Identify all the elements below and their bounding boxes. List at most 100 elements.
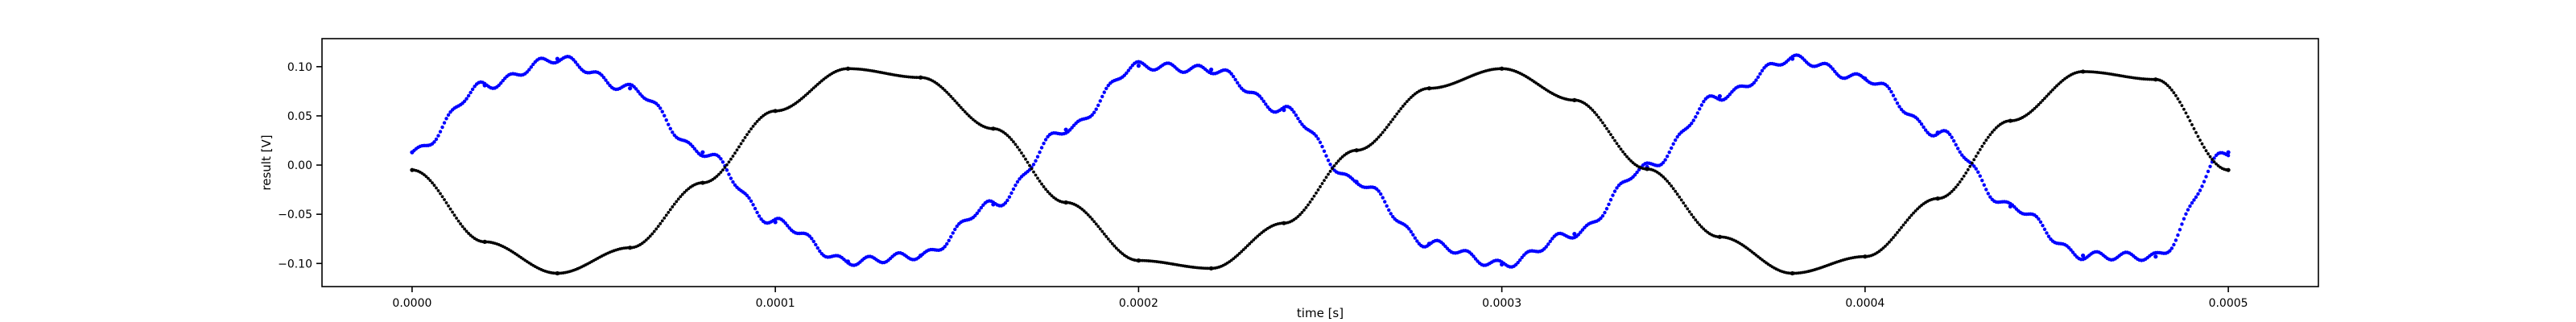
data-point	[1833, 69, 1837, 73]
data-point	[1004, 132, 1007, 135]
data-point	[1034, 159, 1038, 163]
plot-frame	[321, 38, 2319, 287]
data-point	[1042, 185, 1046, 188]
data-point	[1607, 130, 1611, 134]
data-point	[2049, 90, 2053, 94]
data-point	[1881, 246, 1885, 250]
data-point	[733, 151, 737, 155]
data-point	[811, 239, 815, 244]
data-point	[1411, 93, 1415, 97]
data-point	[572, 58, 576, 62]
data-point	[745, 133, 749, 137]
data-point	[1612, 189, 1617, 193]
data-point	[605, 80, 610, 85]
data-point	[2198, 138, 2202, 142]
data-point	[604, 78, 608, 82]
data-point	[473, 85, 477, 89]
data-point	[1012, 140, 1015, 144]
data-point	[1674, 189, 1678, 193]
data-point	[1517, 258, 1522, 262]
data-point	[735, 148, 739, 152]
data-point	[724, 168, 729, 172]
data-point	[1915, 117, 1920, 122]
data-point	[1754, 78, 1758, 82]
data-point	[1407, 97, 1411, 101]
data-point	[975, 211, 980, 216]
data-point	[2170, 88, 2174, 92]
data-point	[810, 88, 814, 92]
y-tick-label: 0.10	[287, 61, 312, 74]
data-point	[1233, 77, 1237, 82]
data-point	[2174, 93, 2178, 97]
data-point	[1683, 204, 1687, 208]
data-point	[1038, 150, 1042, 155]
y-tick-label: 0.05	[287, 110, 312, 123]
data-point	[1980, 178, 1984, 183]
data-point	[1104, 234, 1108, 238]
data-point	[1391, 215, 1395, 219]
data-point	[460, 225, 464, 229]
data-point	[733, 183, 737, 188]
data-point	[1603, 124, 1607, 127]
data-point	[1912, 211, 1915, 215]
data-point	[755, 119, 759, 123]
data-point	[463, 227, 466, 231]
data-point	[731, 155, 735, 158]
data-point	[1318, 140, 1323, 145]
data-point	[1544, 245, 1548, 249]
data-point	[1687, 210, 1691, 213]
data-point	[1324, 175, 1328, 180]
data-point	[427, 176, 430, 180]
data-point	[1982, 142, 1986, 145]
data-point	[432, 140, 436, 144]
data-point	[2031, 109, 2034, 112]
data-point	[1114, 246, 1118, 250]
data-point	[2202, 146, 2206, 149]
data-point	[1209, 67, 1214, 72]
data-point	[1320, 182, 1324, 185]
data-point	[1265, 105, 1270, 109]
data-point	[1897, 105, 1901, 109]
data-point	[1244, 246, 1248, 250]
data-point	[1633, 173, 1637, 177]
data-point	[716, 155, 721, 159]
data-point	[955, 224, 959, 229]
data-point	[470, 87, 475, 92]
data-point	[1611, 193, 1615, 197]
data-point	[963, 110, 967, 114]
data-point	[2227, 168, 2230, 172]
data-point	[1966, 167, 1970, 171]
data-point	[979, 205, 984, 210]
data-point	[1100, 94, 1104, 99]
data-point	[1990, 130, 1994, 134]
data-point	[1375, 138, 1379, 141]
data-point	[2041, 98, 2045, 102]
data-point	[1311, 197, 1314, 201]
data-point	[1067, 128, 1072, 132]
data-point	[2169, 246, 2174, 250]
data-point	[1695, 111, 1699, 115]
data-point	[456, 219, 460, 223]
data-point	[757, 214, 762, 218]
data-point	[464, 229, 469, 233]
data-point	[810, 237, 814, 241]
data-point	[1691, 118, 1695, 122]
data-point	[1229, 72, 1233, 76]
data-point	[1728, 92, 1732, 97]
data-point	[672, 202, 676, 206]
x-axis-label: time [s]	[1297, 306, 1344, 320]
data-point	[1617, 144, 1620, 148]
data-point	[1670, 184, 1674, 188]
data-point	[684, 188, 688, 192]
data-point	[1015, 180, 1020, 184]
data-point	[745, 193, 749, 198]
data-point	[1992, 128, 1996, 132]
data-point	[663, 114, 667, 118]
data-point	[951, 231, 955, 235]
data-point	[2178, 228, 2182, 232]
data-point	[1752, 80, 1757, 85]
data-point	[953, 227, 957, 232]
y-tick-label: −0.10	[278, 258, 312, 270]
data-point	[1096, 225, 1100, 229]
data-point	[943, 89, 947, 93]
